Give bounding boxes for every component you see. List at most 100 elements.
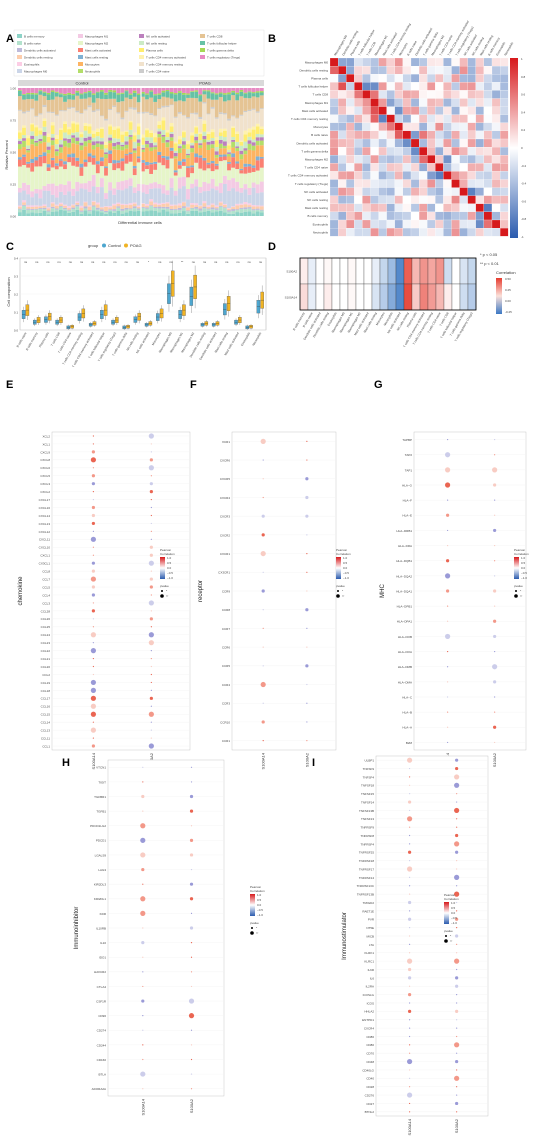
panel-a-bar-segment [136, 208, 141, 210]
panel-b-cell [491, 138, 501, 148]
panel-a-bar-segment [120, 213, 125, 216]
panel-a-bar-segment [255, 205, 260, 207]
panel-a-bar-segment [149, 88, 153, 91]
panel-a-bar-segment [104, 210, 108, 213]
panel-a-legend-label: T cells follicular helper [207, 42, 237, 46]
panel-a-stacked-bars [18, 88, 264, 216]
panel-a-bar-segment [79, 183, 84, 189]
panel-a-bar-segment [67, 157, 71, 163]
panel-a-bar-segment [100, 127, 104, 129]
panel-a-bar-segment [194, 162, 199, 180]
panel-e-dot [91, 585, 95, 589]
panel-a-bar-segment [132, 132, 137, 136]
panel-a-legend-label: T cells CD4 memory activated [146, 56, 186, 60]
panel-a-bar-segment [169, 88, 174, 93]
panel-b-col-label: Monocytes [398, 42, 409, 57]
panel-e-dot [92, 467, 94, 469]
panel-i-gene: TNFSF9 [363, 767, 375, 771]
panel-a-bar-segment [100, 212, 104, 216]
panel-a-bar-segment [22, 111, 26, 114]
panel-c-sig: ** [181, 260, 184, 264]
panel-h-dot [142, 1015, 144, 1017]
panel-a-bar-segment [153, 207, 158, 209]
panel-f-gene: CXCR4 [220, 496, 231, 500]
panel-a-legend-swatch [200, 41, 205, 45]
panel-b-cell [435, 138, 444, 148]
panel-b-cell [378, 195, 387, 204]
panel-b-cell [483, 130, 493, 140]
panel-a-bar-segment [202, 88, 207, 91]
panel-b-cell [346, 187, 355, 196]
panel-h-gene: BTLA [98, 1072, 106, 1076]
panel-a-bar-segment [227, 170, 231, 181]
panel-i-dot [409, 860, 411, 862]
panel-e-dot [90, 711, 96, 717]
panel-a-bar-segment [239, 168, 244, 171]
panel-g-gene: HLA−DQA1 [396, 589, 412, 593]
panel-a-bar-segment [67, 92, 71, 95]
panel-b-cell [346, 211, 355, 221]
dot-legend-title: Pearson [514, 548, 526, 552]
panel-a-bar-segment [26, 194, 30, 206]
panel-i-dot [456, 1094, 458, 1096]
panel-a-bar-segment [112, 194, 117, 204]
panel-e-dot [90, 679, 96, 686]
panel-b-cell [394, 138, 403, 148]
panel-a-bar-segment [136, 88, 141, 94]
panel-a-bar-segment [202, 131, 207, 136]
panel-a-bar-segment [116, 128, 121, 139]
panel-b-cell [475, 187, 484, 196]
panel-i-letter: I [312, 757, 315, 769]
panel-a-bar-segment [95, 211, 100, 216]
panel-a-bar-segment [149, 162, 153, 165]
panel-b-colorbar-tick: 0.6 [521, 93, 526, 97]
panel-b-cell [386, 163, 395, 172]
panel-b-cell [338, 114, 347, 123]
panel-d-cell [403, 257, 413, 285]
panel-a-bar-segment [22, 140, 26, 148]
panel-a-bar-segment [120, 93, 125, 102]
panel-a-bar-segment [235, 181, 240, 192]
panel-a-bar-segment [235, 191, 240, 204]
panel-b-cell [354, 195, 363, 204]
panel-e-dot [150, 665, 152, 668]
panel-a-bar-segment [194, 91, 199, 99]
panel-a-bar-segment [128, 135, 133, 137]
panel-a-bar-segment [87, 162, 92, 181]
panel-a-bar-segment [104, 152, 108, 155]
panel-a-bar-segment [231, 116, 235, 127]
panel-e-dot [90, 648, 96, 654]
panel-a-bar-segment [128, 139, 133, 153]
panel-a-bar-segment [136, 162, 141, 184]
panel-a-bar-segment [18, 91, 22, 97]
panel-a-bar-segment [132, 152, 137, 166]
panel-a-bar-segment [227, 100, 231, 119]
panel-g-dot [447, 605, 449, 607]
panel-a-bar-segment [173, 101, 178, 117]
panel-a-bar-segment [190, 210, 194, 216]
panel-a-bar-segment [177, 88, 182, 92]
panel-a-bar-segment [50, 208, 55, 213]
panel-e-gene: CXCL8 [40, 458, 50, 462]
panel-a-bar-segment [247, 111, 252, 129]
panel-a-bar-segment [218, 183, 223, 194]
panel-a-bar-segment [153, 95, 158, 102]
panel-a-bar-segment [50, 145, 55, 158]
panel-g-dot [494, 438, 496, 441]
panel-a-legend-swatch [78, 62, 83, 66]
panel-e-gene: CXCL17 [39, 498, 51, 502]
panel-a-legend-label: Dendritic cells resting [24, 56, 53, 60]
panel-a-bar-segment [247, 194, 252, 204]
panel-b-cell [483, 138, 493, 148]
panel-e-gene: CXCL3 [40, 482, 50, 486]
panel-a-bar-segment [124, 209, 129, 213]
panel-a-bar-segment [63, 101, 67, 111]
panel-f-letter: F [190, 379, 197, 391]
panel-a-bar-segment [120, 208, 125, 211]
panel-a-bar-segment [227, 143, 231, 146]
panel-a-bar-segment [38, 94, 43, 114]
panel-h-gene: IDO1 [99, 956, 106, 960]
panel-g-dot [445, 452, 451, 458]
panel-a-bar-segment [145, 205, 149, 208]
